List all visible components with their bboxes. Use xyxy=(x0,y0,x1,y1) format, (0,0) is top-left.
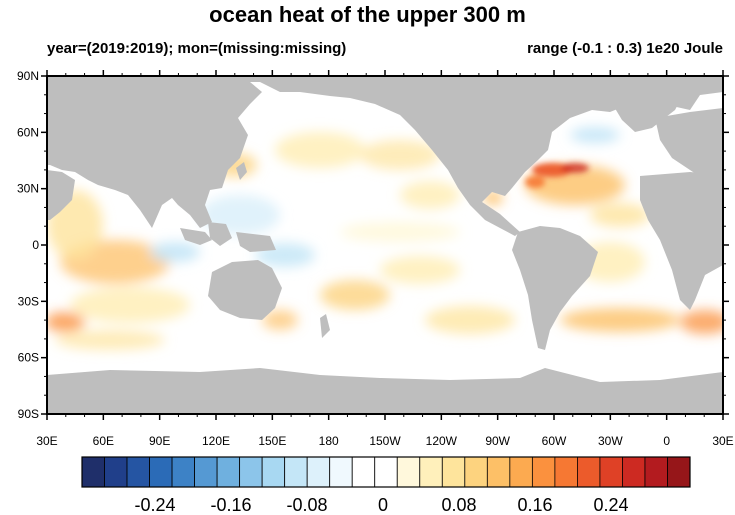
colorbar: -0.24 -0.16 -0.08 0 0.08 0.16 0.24 xyxy=(81,456,691,515)
colorbar-swatch xyxy=(306,456,331,488)
colorbar-swatch xyxy=(374,456,398,488)
colorbar-label: -0.24 xyxy=(134,495,175,515)
time-range-subtitle: year=(2019:2019); mon=(missing:missing) xyxy=(47,40,347,57)
colorbar-swatch xyxy=(419,456,443,488)
colorbar-frame xyxy=(81,456,691,488)
lon-tick-label: 180 xyxy=(319,434,339,448)
longitude-axis: 30E 60E 90E 120E 150E 180 150W 120W 90W 60W 30W 0 30… xyxy=(36,70,734,448)
lon-tick-label: 150E xyxy=(258,434,286,448)
map-title: ocean heat of the upper 300 m xyxy=(209,2,526,27)
lon-tick-label: 150W xyxy=(369,434,401,448)
lat-tick-label: 0 xyxy=(32,238,39,252)
lon-tick-label: 90W xyxy=(485,434,510,448)
latitude-axis: 90N 60N 30N 0 30S 60S 90S xyxy=(17,69,729,421)
lon-tick-label: 30E xyxy=(712,434,733,448)
colorbar-swatch xyxy=(554,456,578,488)
gulf-stream-hotspot xyxy=(525,163,589,188)
colorbar-swatch xyxy=(667,456,691,488)
lon-tick-label: 30E xyxy=(36,434,57,448)
colorbar-swatch xyxy=(261,456,286,488)
colorbar-label: 0.16 xyxy=(517,495,552,515)
colorbar-swatch xyxy=(509,456,533,488)
lat-tick-label: 60S xyxy=(18,351,39,365)
lat-tick-label: 60N xyxy=(17,125,39,139)
colorbar-swatch xyxy=(577,456,601,488)
lat-tick-label: 30N xyxy=(17,182,39,196)
colorbar-label: -0.08 xyxy=(286,495,327,515)
lon-tick-label: 60W xyxy=(542,434,567,448)
colorbar-swatch xyxy=(216,456,241,488)
colorbar-swatch xyxy=(351,456,376,488)
lat-tick-label: 90S xyxy=(18,407,39,421)
colorbar-swatch xyxy=(396,456,421,488)
lon-tick-label: 90E xyxy=(149,434,170,448)
colorbar-swatch xyxy=(486,456,511,488)
lat-tick-label: 30S xyxy=(18,294,39,308)
lon-tick-label: 30W xyxy=(598,434,623,448)
colorbar-swatch xyxy=(464,456,488,488)
heat-anomaly-field xyxy=(47,127,723,350)
colorbar-label: -0.16 xyxy=(210,495,251,515)
colorbar-swatch xyxy=(239,456,263,488)
lon-tick-label: 120E xyxy=(202,434,230,448)
colorbar-swatch xyxy=(284,456,308,488)
colorbar-label: 0.08 xyxy=(441,495,476,515)
colorbar-swatch xyxy=(441,456,466,488)
lat-tick-label: 90N xyxy=(17,69,39,83)
colorbar-swatch xyxy=(81,456,105,488)
colorbar-swatch xyxy=(171,456,195,488)
colorbar-swatch xyxy=(194,456,218,488)
colorbar-swatch xyxy=(644,456,668,488)
lon-tick-label: 0 xyxy=(663,434,670,448)
colorbar-swatch xyxy=(126,456,150,488)
colorbar-swatch xyxy=(531,456,556,488)
colorbar-label: 0.24 xyxy=(593,495,628,515)
value-range-subtitle: range (-0.1 : 0.3) 1e20 Joule xyxy=(527,40,723,57)
lon-tick-label: 120W xyxy=(426,434,458,448)
colorbar-label: 0 xyxy=(378,495,388,515)
colorbar-swatch xyxy=(622,456,646,488)
colorbar-swatch xyxy=(329,456,353,488)
colorbar-swatch xyxy=(599,456,623,488)
land-masses xyxy=(47,76,723,414)
colorbar-swatch xyxy=(104,456,128,488)
lon-tick-label: 60E xyxy=(93,434,114,448)
colorbar-swatch xyxy=(149,456,173,488)
